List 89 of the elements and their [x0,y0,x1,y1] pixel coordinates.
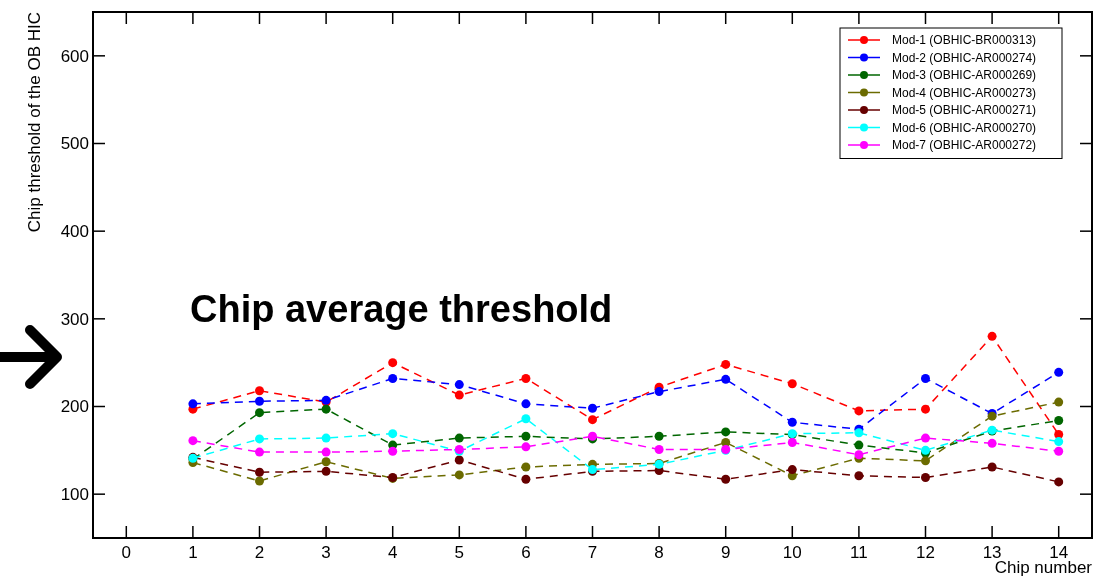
point [454,455,464,465]
point [787,417,797,427]
y-tick-label: 500 [60,134,89,154]
legend-label: Mod-1 (OBHIC-BR000313) [892,33,1037,48]
point [854,440,864,450]
point [321,404,331,414]
point [321,447,331,457]
x-tick-label: 5 [454,543,465,562]
point [854,428,864,438]
x-tick-label: 10 [782,543,802,562]
point [921,404,930,414]
y-tick-label: 300 [60,309,89,329]
x-tick-label: 3 [321,543,331,562]
point [654,387,664,397]
point [721,374,731,384]
legend-label: Mod-3 (OBHIC-AR000269) [892,68,1037,83]
y-axis-title: Chip threshold of the OB HIC [25,12,44,233]
point [321,457,331,467]
point [854,471,864,481]
point [454,470,464,480]
point [188,399,198,409]
legend-label: Mod-4 (OBHIC-AR000273) [892,85,1037,100]
x-tick-label: 0 [121,543,132,562]
point [255,408,264,418]
point [454,380,464,390]
y-tick-label: 200 [60,397,89,417]
point [454,390,464,400]
point [588,403,597,413]
point [188,436,198,446]
point [721,359,731,369]
point [1054,446,1064,456]
point [388,373,398,383]
point [521,431,531,441]
point [255,467,264,477]
point [521,474,531,484]
x-tick-label: 11 [850,543,868,562]
point [454,433,464,443]
point [388,429,398,439]
point [1054,367,1064,377]
point [721,474,731,484]
x-tick-label: 4 [387,543,398,562]
x-tick-label: 9 [720,543,731,562]
legend-label: Mod-5 (OBHIC-AR000271) [892,103,1037,118]
point [321,466,331,476]
point [1054,397,1064,407]
point [255,434,264,444]
x-tick-label: 7 [587,543,598,562]
point [854,406,864,416]
point [921,473,930,483]
legend-label: Mod-6 (OBHIC-AR000270) [892,120,1037,135]
x-tick-label: 8 [654,543,664,562]
point [787,437,797,447]
y-tick-label: 600 [60,46,89,66]
y-tick-label: 400 [60,222,89,242]
point [521,442,531,452]
x-tick-label: 2 [254,543,265,562]
point [1054,477,1064,487]
annotation: Chip average threshold [190,288,613,330]
point [987,331,997,341]
point [255,447,264,457]
point [388,358,398,368]
x-tick-label: 1 [188,543,198,562]
point [987,462,997,472]
point [255,476,264,486]
point [1054,416,1064,426]
x-tick-label: 12 [916,543,935,562]
legend-label: Mod-7 (OBHIC-AR000272) [892,138,1037,153]
point [654,444,664,454]
point [521,373,531,383]
point [521,462,531,472]
point [787,465,797,475]
point [921,456,930,466]
point [654,431,664,441]
point [721,427,731,437]
y-tick-label: 100 [60,485,89,505]
point [987,438,997,448]
point [787,379,797,389]
point [388,446,398,456]
point [921,433,930,443]
x-tick-label: 6 [521,543,531,562]
point [521,399,531,409]
point [321,433,331,443]
point [255,386,264,396]
point [588,415,597,425]
point [521,414,531,424]
legend-label: Mod-2 (OBHIC-AR000274) [892,50,1037,65]
point [921,373,930,383]
point [1054,437,1064,447]
point [255,396,264,406]
